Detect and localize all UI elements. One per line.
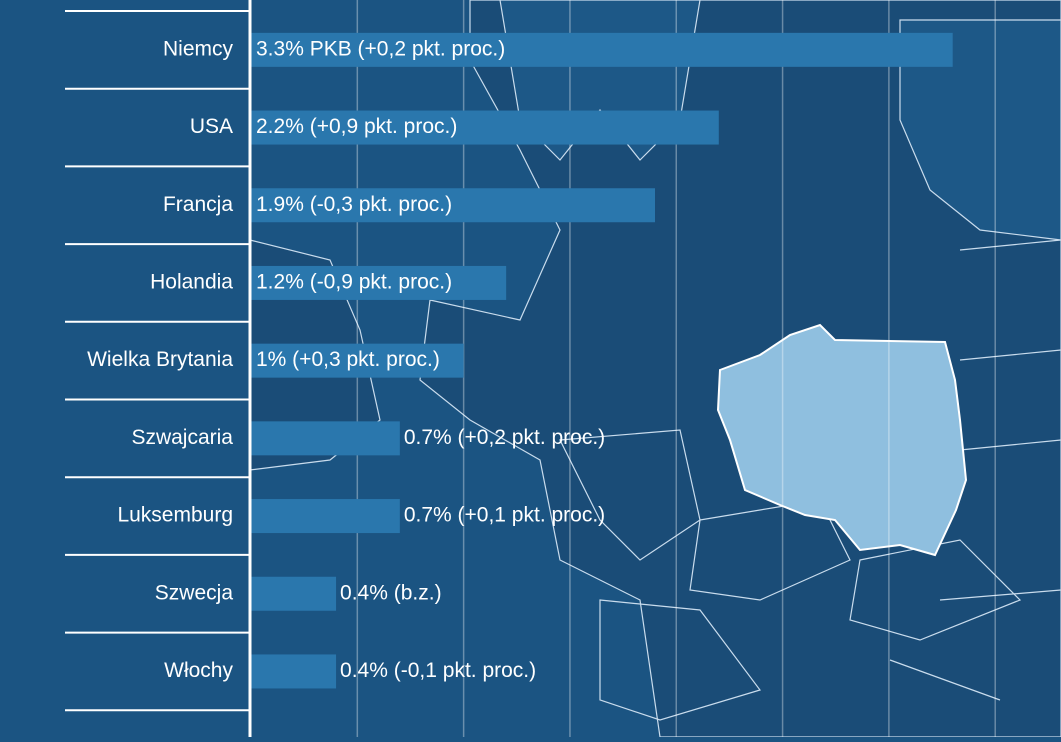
bar (251, 421, 400, 456)
category-label: Szwecja (155, 581, 234, 604)
value-label: 3.3% PKB (+0,2 pkt. proc.) (256, 37, 505, 60)
value-label: 2.2% (+0,9 pkt. proc.) (256, 115, 457, 138)
bar (251, 32, 953, 67)
value-label: 0.4% (b.z.) (340, 581, 442, 604)
bar (251, 654, 337, 689)
category-label: USA (190, 115, 233, 138)
value-label: 1.9% (-0,3 pkt. proc.) (256, 193, 452, 216)
bar (251, 188, 655, 223)
category-label: Niemcy (163, 37, 234, 60)
value-label: 0.4% (-0,1 pkt. proc.) (340, 659, 536, 682)
value-label: 1% (+0,3 pkt. proc.) (256, 348, 440, 371)
category-label: Francja (163, 193, 233, 216)
bar (251, 265, 507, 300)
bar (251, 499, 400, 534)
bar (251, 343, 464, 378)
category-label: Włochy (164, 659, 233, 682)
bar (251, 576, 337, 611)
value-label: 1.2% (-0,9 pkt. proc.) (256, 270, 452, 293)
value-label: 0.7% (+0,2 pkt. proc.) (404, 426, 605, 449)
category-label: Luksemburg (117, 504, 233, 527)
category-label: Holandia (150, 270, 233, 293)
category-label: Szwajcaria (131, 426, 233, 449)
category-label: Wielka Brytania (87, 348, 233, 371)
value-label: 0.7% (+0,1 pkt. proc.) (404, 504, 605, 527)
rows: Niemcy 3.3% PKB (+0,2 pkt. proc.) USA 2.2% … (65, 10, 953, 712)
bar (251, 110, 719, 145)
